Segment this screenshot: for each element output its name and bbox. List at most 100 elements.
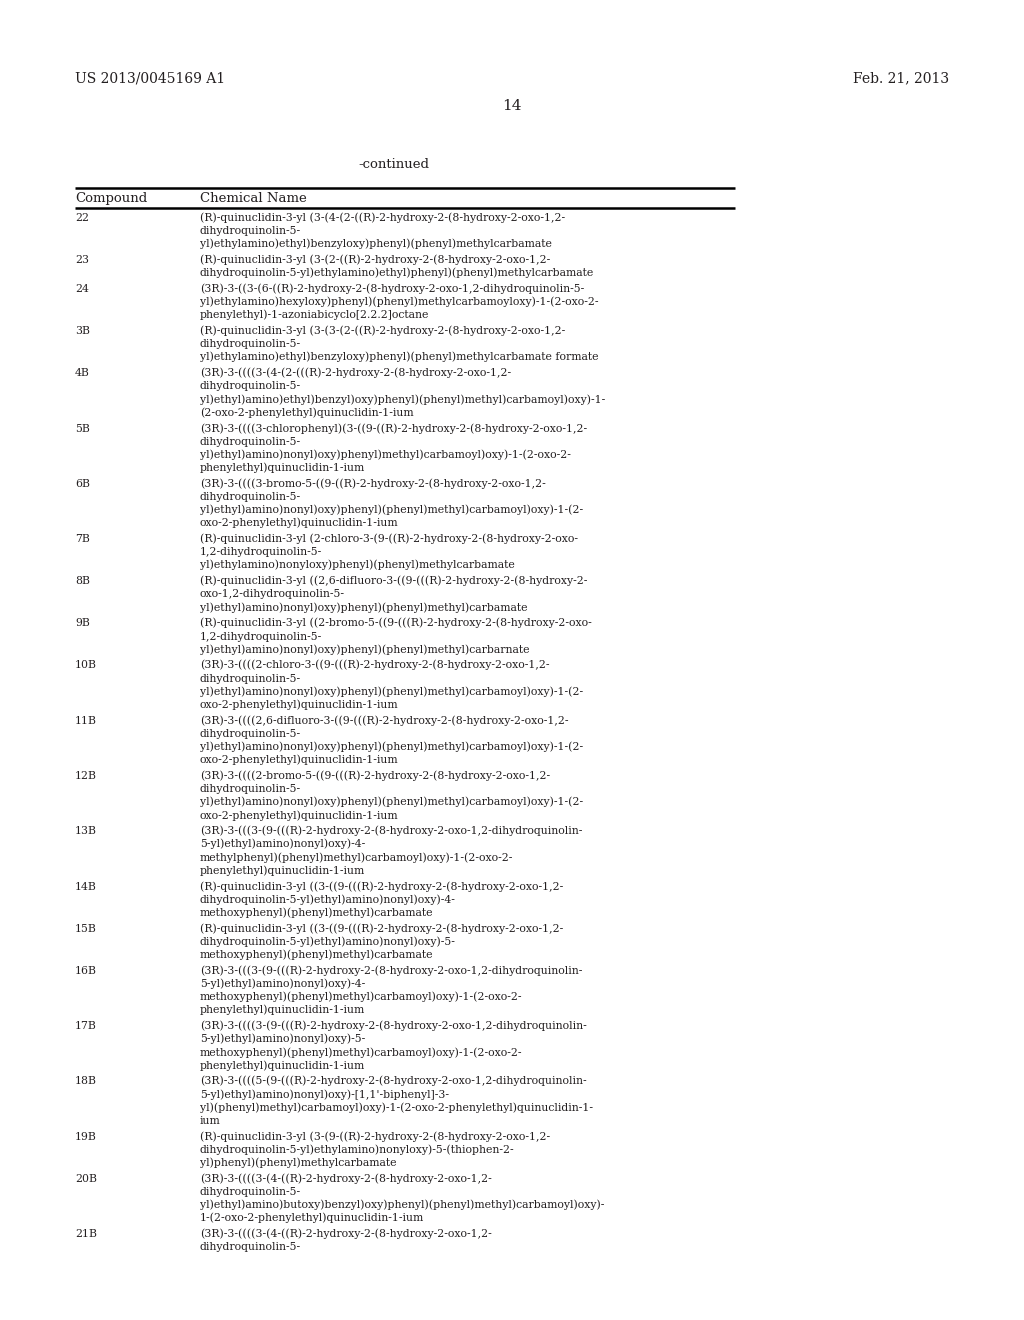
Text: (3R)-3-((((2,6-difluoro-3-((9-(((R)-2-hydroxy-2-(8-hydroxy-2-oxo-1,2-: (3R)-3-((((2,6-difluoro-3-((9-(((R)-2-hy… (200, 715, 568, 726)
Text: yl)ethylamino)nonyloxy)phenyl)(phenyl)methylcarbamate: yl)ethylamino)nonyloxy)phenyl)(phenyl)me… (200, 560, 515, 570)
Text: yl)ethyl)amino)nonyl)oxy)phenyl)(phenyl)methyl)carbamoyl)oxy)-1-(2-: yl)ethyl)amino)nonyl)oxy)phenyl)(phenyl)… (200, 504, 583, 515)
Text: dihydroquinolin-5-: dihydroquinolin-5- (200, 381, 301, 392)
Text: ium: ium (200, 1115, 221, 1126)
Text: 15B: 15B (75, 924, 96, 933)
Text: (R)-quinuclidin-3-yl ((2,6-difluoro-3-((9-(((R)-2-hydroxy-2-(8-hydroxy-2-: (R)-quinuclidin-3-yl ((2,6-difluoro-3-((… (200, 576, 588, 586)
Text: 10B: 10B (75, 660, 97, 671)
Text: dihydroquinolin-5-: dihydroquinolin-5- (200, 226, 301, 236)
Text: Feb. 21, 2013: Feb. 21, 2013 (853, 71, 949, 84)
Text: -continued: -continued (358, 158, 430, 172)
Text: (R)-quinuclidin-3-yl ((3-((9-(((R)-2-hydroxy-2-(8-hydroxy-2-oxo-1,2-: (R)-quinuclidin-3-yl ((3-((9-(((R)-2-hyd… (200, 923, 563, 933)
Text: (R)-quinuclidin-3-yl (3-(2-((R)-2-hydroxy-2-(8-hydroxy-2-oxo-1,2-: (R)-quinuclidin-3-yl (3-(2-((R)-2-hydrox… (200, 255, 550, 265)
Text: yl)ethyl)amino)butoxy)benzyl)oxy)phenyl)(phenyl)methyl)carbamoyl)oxy)-: yl)ethyl)amino)butoxy)benzyl)oxy)phenyl)… (200, 1200, 604, 1210)
Text: 14B: 14B (75, 882, 96, 891)
Text: dihydroquinolin-5-: dihydroquinolin-5- (200, 673, 301, 684)
Text: Chemical Name: Chemical Name (200, 191, 307, 205)
Text: oxo-2-phenylethyl)quinuclidin-1-ium: oxo-2-phenylethyl)quinuclidin-1-ium (200, 755, 398, 766)
Text: phenylethyl)-1-azoniabicyclo[2.2.2]octane: phenylethyl)-1-azoniabicyclo[2.2.2]octan… (200, 310, 429, 321)
Text: (3R)-3-(((3-(9-(((R)-2-hydroxy-2-(8-hydroxy-2-oxo-1,2-dihydroquinolin-: (3R)-3-(((3-(9-(((R)-2-hydroxy-2-(8-hydr… (200, 965, 583, 975)
Text: yl)ethyl)amino)nonyl)oxy)phenyl)(phenyl)methyl)carbamate: yl)ethyl)amino)nonyl)oxy)phenyl)(phenyl)… (200, 602, 527, 612)
Text: 1-(2-oxo-2-phenylethyl)quinuclidin-1-ium: 1-(2-oxo-2-phenylethyl)quinuclidin-1-ium (200, 1213, 424, 1224)
Text: yl)ethyl)amino)nonyl)oxy)phenyl)(phenyl)methyl)carbamoyl)oxy)-1-(2-: yl)ethyl)amino)nonyl)oxy)phenyl)(phenyl)… (200, 797, 583, 808)
Text: 20B: 20B (75, 1173, 97, 1184)
Text: 16B: 16B (75, 966, 97, 975)
Text: dihydroquinolin-5-: dihydroquinolin-5- (200, 1187, 301, 1197)
Text: phenylethyl)quinuclidin-1-ium: phenylethyl)quinuclidin-1-ium (200, 462, 366, 473)
Text: 23: 23 (75, 255, 89, 265)
Text: dihydroquinolin-5-: dihydroquinolin-5- (200, 339, 301, 350)
Text: (3R)-3-((((3-chlorophenyl)(3-((9-((R)-2-hydroxy-2-(8-hydroxy-2-oxo-1,2-: (3R)-3-((((3-chlorophenyl)(3-((9-((R)-2-… (200, 422, 587, 433)
Text: (R)-quinuclidin-3-yl ((2-bromo-5-((9-(((R)-2-hydroxy-2-(8-hydroxy-2-oxo-: (R)-quinuclidin-3-yl ((2-bromo-5-((9-(((… (200, 618, 592, 628)
Text: (3R)-3-((((3-(4-(2-(((R)-2-hydroxy-2-(8-hydroxy-2-oxo-1,2-: (3R)-3-((((3-(4-(2-(((R)-2-hydroxy-2-(8-… (200, 368, 511, 379)
Text: yl)ethyl)amino)ethyl)benzyl)oxy)phenyl)(phenyl)methyl)carbamoyl)oxy)-1-: yl)ethyl)amino)ethyl)benzyl)oxy)phenyl)(… (200, 395, 605, 405)
Text: dihydroquinolin-5-yl)ethylamino)nonyloxy)-5-(thiophen-2-: dihydroquinolin-5-yl)ethylamino)nonyloxy… (200, 1144, 515, 1155)
Text: 5-yl)ethyl)amino)nonyl)oxy)-4-: 5-yl)ethyl)amino)nonyl)oxy)-4- (200, 978, 366, 989)
Text: yl)ethyl)amino)nonyl)oxy)phenyl)methyl)carbamoyl)oxy)-1-(2-oxo-2-: yl)ethyl)amino)nonyl)oxy)phenyl)methyl)c… (200, 449, 570, 459)
Text: (3R)-3-((((3-(9-(((R)-2-hydroxy-2-(8-hydroxy-2-oxo-1,2-dihydroquinolin-: (3R)-3-((((3-(9-(((R)-2-hydroxy-2-(8-hyd… (200, 1020, 587, 1031)
Text: 4B: 4B (75, 368, 90, 379)
Text: dihydroquinolin-5-: dihydroquinolin-5- (200, 729, 301, 739)
Text: phenylethyl)quinuclidin-1-ium: phenylethyl)quinuclidin-1-ium (200, 1060, 366, 1071)
Text: dihydroquinolin-5-: dihydroquinolin-5- (200, 1242, 301, 1253)
Text: 21B: 21B (75, 1229, 97, 1239)
Text: US 2013/0045169 A1: US 2013/0045169 A1 (75, 71, 225, 84)
Text: phenylethyl)quinuclidin-1-ium: phenylethyl)quinuclidin-1-ium (200, 1005, 366, 1015)
Text: (3R)-3-((((2-bromo-5-((9-(((R)-2-hydroxy-2-(8-hydroxy-2-oxo-1,2-: (3R)-3-((((2-bromo-5-((9-(((R)-2-hydroxy… (200, 771, 550, 781)
Text: (R)-quinuclidin-3-yl (3-(4-(2-((R)-2-hydroxy-2-(8-hydroxy-2-oxo-1,2-: (R)-quinuclidin-3-yl (3-(4-(2-((R)-2-hyd… (200, 213, 565, 223)
Text: methoxyphenyl)(phenyl)methyl)carbamate: methoxyphenyl)(phenyl)methyl)carbamate (200, 949, 433, 960)
Text: yl)ethyl)amino)nonyl)oxy)phenyl)(phenyl)methyl)carbarnate: yl)ethyl)amino)nonyl)oxy)phenyl)(phenyl)… (200, 644, 529, 655)
Text: methoxyphenyl)(phenyl)methyl)carbamoyl)oxy)-1-(2-oxo-2-: methoxyphenyl)(phenyl)methyl)carbamoyl)o… (200, 991, 522, 1002)
Text: (3R)-3-((((3-(4-((R)-2-hydroxy-2-(8-hydroxy-2-oxo-1,2-: (3R)-3-((((3-(4-((R)-2-hydroxy-2-(8-hydr… (200, 1229, 492, 1239)
Text: 5-yl)ethyl)amino)nonyl)oxy)-[1,1'-biphenyl]-3-: 5-yl)ethyl)amino)nonyl)oxy)-[1,1'-biphen… (200, 1089, 449, 1100)
Text: (R)-quinuclidin-3-yl (3-(9-((R)-2-hydroxy-2-(8-hydroxy-2-oxo-1,2-: (R)-quinuclidin-3-yl (3-(9-((R)-2-hydrox… (200, 1131, 550, 1142)
Text: 5B: 5B (75, 424, 90, 433)
Text: 7B: 7B (75, 535, 90, 544)
Text: yl)phenyl)(phenyl)methylcarbamate: yl)phenyl)(phenyl)methylcarbamate (200, 1158, 396, 1168)
Text: dihydroquinolin-5-yl)ethylamino)ethyl)phenyl)(phenyl)methylcarbamate: dihydroquinolin-5-yl)ethylamino)ethyl)ph… (200, 268, 594, 279)
Text: 24: 24 (75, 284, 89, 294)
Text: oxo-1,2-dihydroquinolin-5-: oxo-1,2-dihydroquinolin-5- (200, 590, 345, 599)
Text: 13B: 13B (75, 826, 97, 837)
Text: (3R)-3-(((3-(9-(((R)-2-hydroxy-2-(8-hydroxy-2-oxo-1,2-dihydroquinolin-: (3R)-3-(((3-(9-(((R)-2-hydroxy-2-(8-hydr… (200, 826, 583, 837)
Text: yl)ethylamino)ethyl)benzyloxy)phenyl)(phenyl)methylcarbamate: yl)ethylamino)ethyl)benzyloxy)phenyl)(ph… (200, 239, 552, 249)
Text: oxo-2-phenylethyl)quinuclidin-1-ium: oxo-2-phenylethyl)quinuclidin-1-ium (200, 517, 398, 528)
Text: (R)-quinuclidin-3-yl (2-chloro-3-(9-((R)-2-hydroxy-2-(8-hydroxy-2-oxo-: (R)-quinuclidin-3-yl (2-chloro-3-(9-((R)… (200, 533, 578, 544)
Text: 12B: 12B (75, 771, 97, 781)
Text: 14: 14 (502, 99, 522, 114)
Text: yl)(phenyl)methyl)carbamoyl)oxy)-1-(2-oxo-2-phenylethyl)quinuclidin-1-: yl)(phenyl)methyl)carbamoyl)oxy)-1-(2-ox… (200, 1102, 593, 1113)
Text: methylphenyl)(phenyl)methyl)carbamoyl)oxy)-1-(2-oxo-2-: methylphenyl)(phenyl)methyl)carbamoyl)ox… (200, 853, 513, 863)
Text: (3R)-3-((((3-(4-((R)-2-hydroxy-2-(8-hydroxy-2-oxo-1,2-: (3R)-3-((((3-(4-((R)-2-hydroxy-2-(8-hydr… (200, 1173, 492, 1184)
Text: 5-yl)ethyl)amino)nonyl)oxy)-5-: 5-yl)ethyl)amino)nonyl)oxy)-5- (200, 1034, 366, 1044)
Text: 9B: 9B (75, 618, 90, 628)
Text: (R)-quinuclidin-3-yl (3-(3-(2-((R)-2-hydroxy-2-(8-hydroxy-2-oxo-1,2-: (R)-quinuclidin-3-yl (3-(3-(2-((R)-2-hyd… (200, 326, 565, 337)
Text: 19B: 19B (75, 1131, 96, 1142)
Text: 1,2-dihydroquinolin-5-: 1,2-dihydroquinolin-5- (200, 631, 323, 642)
Text: methoxyphenyl)(phenyl)methyl)carbamoyl)oxy)-1-(2-oxo-2-: methoxyphenyl)(phenyl)methyl)carbamoyl)o… (200, 1047, 522, 1057)
Text: dihydroquinolin-5-yl)ethyl)amino)nonyl)oxy)-4-: dihydroquinolin-5-yl)ethyl)amino)nonyl)o… (200, 894, 456, 904)
Text: 6B: 6B (75, 479, 90, 488)
Text: Compound: Compound (75, 191, 147, 205)
Text: (3R)-3-((((3-bromo-5-((9-((R)-2-hydroxy-2-(8-hydroxy-2-oxo-1,2-: (3R)-3-((((3-bromo-5-((9-((R)-2-hydroxy-… (200, 478, 546, 488)
Text: methoxyphenyl)(phenyl)methyl)carbamate: methoxyphenyl)(phenyl)methyl)carbamate (200, 907, 433, 917)
Text: yl)ethyl)amino)nonyl)oxy)phenyl)(phenyl)methyl)carbamoyl)oxy)-1-(2-: yl)ethyl)amino)nonyl)oxy)phenyl)(phenyl)… (200, 686, 583, 697)
Text: 22: 22 (75, 213, 89, 223)
Text: 3B: 3B (75, 326, 90, 337)
Text: 5-yl)ethyl)amino)nonyl)oxy)-4-: 5-yl)ethyl)amino)nonyl)oxy)-4- (200, 840, 366, 850)
Text: (3R)-3-((((5-(9-(((R)-2-hydroxy-2-(8-hydroxy-2-oxo-1,2-dihydroquinolin-: (3R)-3-((((5-(9-(((R)-2-hydroxy-2-(8-hyd… (200, 1076, 587, 1086)
Text: (3R)-3-((3-(6-((R)-2-hydroxy-2-(8-hydroxy-2-oxo-1,2-dihydroquinolin-5-: (3R)-3-((3-(6-((R)-2-hydroxy-2-(8-hydrox… (200, 284, 585, 294)
Text: yl)ethylamino)ethyl)benzyloxy)phenyl)(phenyl)methylcarbamate formate: yl)ethylamino)ethyl)benzyloxy)phenyl)(ph… (200, 352, 598, 363)
Text: 17B: 17B (75, 1022, 96, 1031)
Text: dihydroquinolin-5-yl)ethyl)amino)nonyl)oxy)-5-: dihydroquinolin-5-yl)ethyl)amino)nonyl)o… (200, 936, 456, 946)
Text: (R)-quinuclidin-3-yl ((3-((9-(((R)-2-hydroxy-2-(8-hydroxy-2-oxo-1,2-: (R)-quinuclidin-3-yl ((3-((9-(((R)-2-hyd… (200, 880, 563, 891)
Text: 11B: 11B (75, 715, 97, 726)
Text: 18B: 18B (75, 1076, 97, 1086)
Text: phenylethyl)quinuclidin-1-ium: phenylethyl)quinuclidin-1-ium (200, 866, 366, 876)
Text: oxo-2-phenylethyl)quinuclidin-1-ium: oxo-2-phenylethyl)quinuclidin-1-ium (200, 700, 398, 710)
Text: (2-oxo-2-phenylethyl)quinuclidin-1-ium: (2-oxo-2-phenylethyl)quinuclidin-1-ium (200, 408, 414, 418)
Text: dihydroquinolin-5-: dihydroquinolin-5- (200, 492, 301, 502)
Text: yl)ethyl)amino)nonyl)oxy)phenyl)(phenyl)methyl)carbamoyl)oxy)-1-(2-: yl)ethyl)amino)nonyl)oxy)phenyl)(phenyl)… (200, 742, 583, 752)
Text: dihydroquinolin-5-: dihydroquinolin-5- (200, 437, 301, 446)
Text: oxo-2-phenylethyl)quinuclidin-1-ium: oxo-2-phenylethyl)quinuclidin-1-ium (200, 810, 398, 821)
Text: 8B: 8B (75, 577, 90, 586)
Text: 1,2-dihydroquinolin-5-: 1,2-dihydroquinolin-5- (200, 548, 323, 557)
